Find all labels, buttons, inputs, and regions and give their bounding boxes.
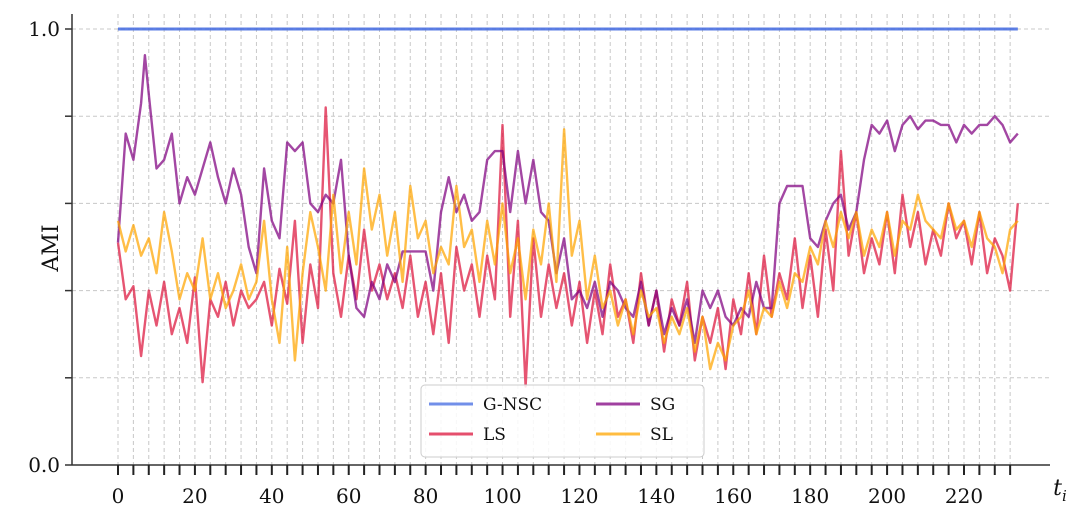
series-line-sl [116, 128, 1019, 371]
x-tick-label: 180 [791, 484, 829, 508]
legend-label-sg: SG [650, 395, 675, 415]
x-tick-label: 160 [714, 484, 752, 508]
series-line-sg [116, 54, 1019, 345]
y-tick-label: 0.0 [28, 453, 60, 477]
series-line-ls [116, 106, 1019, 388]
tick-labels: 0.0 1.0 0 20 40 60 80 100 120 140 160 180 200 220 [28, 17, 983, 508]
x-axis-label: ti [1053, 476, 1067, 505]
x-tick-label: 200 [868, 484, 906, 508]
x-tick-label: 40 [259, 484, 284, 508]
y-tick-label: 1.0 [28, 17, 60, 41]
legend-label-g-nsc: G-NSC [483, 395, 542, 415]
series-lines [116, 27, 1019, 388]
x-tick-label: 80 [413, 484, 438, 508]
x-tick-label: 120 [560, 484, 598, 508]
legend-label-ls: LS [483, 425, 506, 445]
x-tick-label: 140 [637, 484, 675, 508]
x-tick-label: 220 [945, 484, 983, 508]
x-tick-label: 20 [182, 484, 207, 508]
x-tick-label: 100 [483, 484, 521, 508]
legend: G-NSC LS SG SL [420, 384, 705, 458]
x-tick-label: 60 [336, 484, 361, 508]
x-tick-label: 0 [112, 484, 125, 508]
y-axis-label: AMI [39, 224, 64, 272]
axes [65, 14, 1050, 475]
legend-label-sl: SL [650, 425, 673, 445]
